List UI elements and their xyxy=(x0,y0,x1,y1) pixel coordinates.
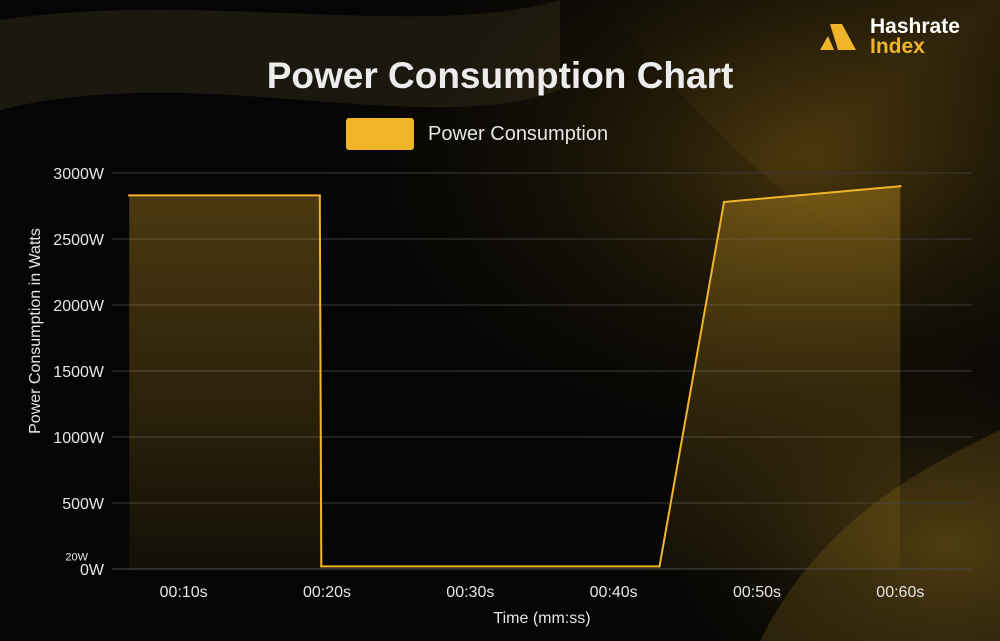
y-tick-label: 2000W xyxy=(53,298,105,315)
data-point xyxy=(320,565,323,568)
hashrate-index-logo-icon xyxy=(820,24,856,50)
y-tick-label: 1500W xyxy=(53,364,105,381)
x-axis-label: Time (mm:ss) xyxy=(493,610,590,627)
x-tick-label: 00:30s xyxy=(446,584,494,601)
y-tick-label: 20W xyxy=(65,551,88,563)
y-tick-label: 1000W xyxy=(53,430,105,447)
data-point xyxy=(899,185,902,188)
data-point xyxy=(722,200,726,204)
data-point xyxy=(128,194,131,197)
x-tick-label: 00:10s xyxy=(160,584,208,601)
x-tick-label: 00:50s xyxy=(733,584,781,601)
power-consumption-line xyxy=(129,185,901,568)
data-point xyxy=(658,565,661,568)
x-tick-label: 00:40s xyxy=(590,584,638,601)
y-axis-label: Power Consumption in Watts xyxy=(27,228,44,434)
brand-logo: Hashrate Index xyxy=(816,14,986,58)
legend-swatch xyxy=(346,118,414,150)
brand-name: Hashrate xyxy=(870,15,960,38)
x-tick-label: 00:60s xyxy=(876,584,924,601)
y-tick-label: 0W xyxy=(80,562,105,579)
data-point xyxy=(318,194,322,197)
brand-sub: Index xyxy=(870,35,925,58)
y-tick-label: 500W xyxy=(62,496,105,513)
x-tick-label: 00:20s xyxy=(303,584,351,601)
chart-title: Power Consumption Chart xyxy=(266,55,734,96)
y-tick-label: 3000W xyxy=(53,166,105,183)
power-consumption-area xyxy=(129,186,901,569)
y-tick-label: 2500W xyxy=(53,232,105,249)
legend-label: Power Consumption xyxy=(428,123,609,145)
